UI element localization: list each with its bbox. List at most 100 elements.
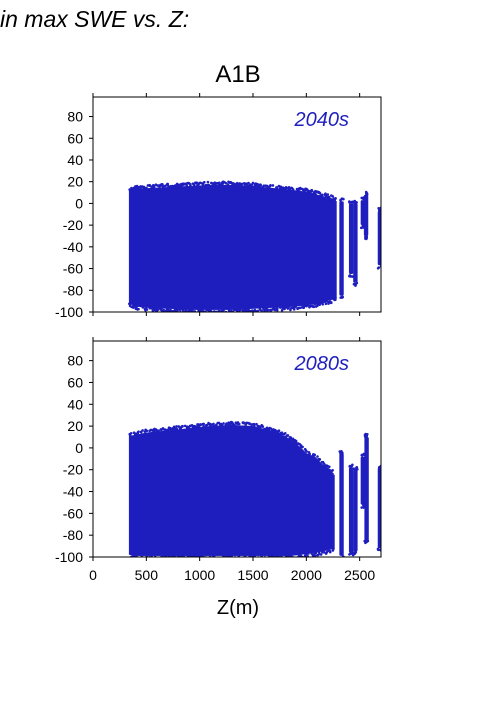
scatter-band [314, 194, 317, 304]
scatter-point [157, 557, 160, 560]
scatter-band [183, 428, 186, 556]
scatter-band [158, 431, 161, 556]
scatter-point [350, 465, 353, 468]
scatter-band [268, 430, 271, 556]
x-tick-label: 500 [135, 567, 159, 583]
scatter-band [289, 189, 292, 307]
scatter-point [324, 192, 327, 196]
scatter-band [167, 187, 170, 309]
scatter-band [200, 185, 203, 310]
scatter-band [311, 455, 314, 553]
scatter-point [365, 237, 368, 241]
scatter-band [234, 185, 237, 310]
scatter-band [275, 188, 278, 308]
scatter-point [251, 181, 255, 185]
scatter-band [138, 433, 141, 556]
scatter-band [128, 435, 131, 555]
scatter-band [274, 432, 277, 556]
scatter-band [284, 437, 287, 556]
scatter-band [207, 185, 210, 310]
scatter-band [230, 184, 233, 310]
scatter-band [241, 425, 244, 556]
scatter-point [321, 302, 325, 306]
scatter-point [155, 557, 158, 560]
scatter-point [320, 193, 324, 197]
scatter-band [203, 426, 206, 556]
scatter-band [250, 185, 253, 309]
scatter-band [291, 441, 294, 556]
scatter-band [263, 187, 266, 309]
scatter-band [176, 186, 179, 310]
scatter-point [150, 557, 153, 560]
scatter-band [300, 191, 303, 306]
scatter-band [298, 190, 301, 307]
scatter-band [157, 431, 160, 556]
scatter-band [187, 186, 190, 310]
scatter-point [173, 557, 176, 560]
scatter-band [153, 431, 156, 556]
scatter-band [190, 185, 193, 310]
scatter-band [163, 187, 166, 309]
scatter-band [270, 187, 273, 308]
scatter-point [301, 445, 304, 449]
scatter-point [256, 182, 259, 186]
scatter-point [266, 308, 270, 311]
scatter-point [331, 468, 334, 472]
scatter-point [285, 186, 289, 190]
scatter-band [284, 189, 287, 308]
scatter-band [131, 435, 134, 556]
scatter-point [363, 435, 367, 438]
scatter-band [197, 185, 200, 310]
scatter-column [360, 456, 366, 505]
scatter-point [292, 308, 296, 311]
scatter-point [324, 302, 328, 306]
scatter-band [185, 428, 188, 556]
scatter-band [283, 189, 286, 308]
scatter-band [269, 430, 272, 556]
scatter-band [200, 426, 203, 556]
scatter-band [130, 435, 133, 556]
scatter-band [134, 189, 137, 307]
scatter-band [208, 184, 211, 310]
scatter-band [190, 427, 193, 556]
y-tick-label: 0 [75, 440, 83, 456]
scatter-point [275, 186, 278, 189]
scatter-band [135, 189, 138, 307]
scatter-band [185, 186, 188, 310]
scatter-band [177, 186, 180, 310]
scatter-column [363, 194, 369, 236]
y-tick-label: -100 [55, 549, 83, 565]
scatter-band [266, 429, 269, 556]
scatter-band [164, 187, 167, 309]
scatter-band [227, 184, 230, 310]
scatter-band [169, 186, 172, 309]
scatter-band [202, 426, 205, 556]
scatter-band [305, 191, 308, 306]
scatter-band [247, 185, 250, 309]
scatter-point [237, 558, 240, 561]
scatter-band [246, 185, 249, 310]
scatter-band [281, 435, 284, 556]
scatter-point [322, 550, 326, 554]
scatter-band [175, 429, 178, 556]
scatter-column [364, 437, 369, 541]
scatter-band [138, 188, 141, 307]
y-tick-label: -80 [63, 282, 83, 298]
scatter-band [137, 188, 140, 307]
scatter-band [240, 185, 243, 310]
scatter-band [309, 192, 312, 305]
scatter-point [141, 429, 144, 432]
scatter-band [202, 185, 205, 310]
scatter-band [319, 462, 322, 552]
scatter-band [184, 186, 187, 310]
scatter-band [228, 425, 231, 556]
scatter-point [283, 432, 287, 435]
scatter-band [218, 425, 221, 556]
scatter-band [245, 185, 248, 310]
scatter-band [141, 433, 144, 556]
scatter-band [195, 185, 198, 310]
scatter-band [173, 429, 176, 556]
scatter-band [248, 185, 251, 309]
scatter-band [288, 438, 291, 556]
